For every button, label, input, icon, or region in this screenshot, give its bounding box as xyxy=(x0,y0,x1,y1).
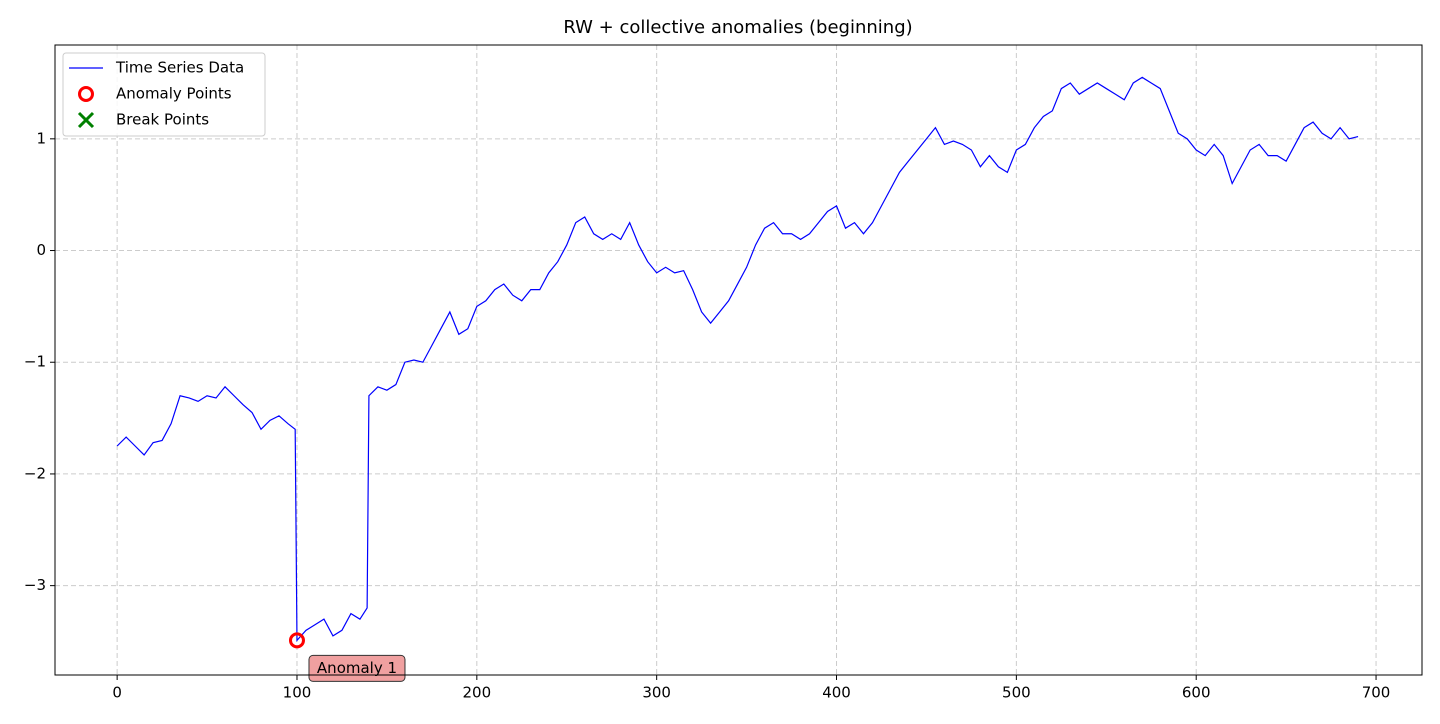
plot-frame xyxy=(54,44,1423,676)
legend-label: Anomaly Points xyxy=(116,85,232,103)
chart-title: RW + collective anomalies (beginning) xyxy=(563,17,912,38)
y-tick-label: 1 xyxy=(36,129,46,147)
y-tick-label: −2 xyxy=(24,464,46,482)
y-tick-label: −3 xyxy=(24,576,46,594)
legend-box xyxy=(62,52,266,137)
annotation: Anomaly 1 xyxy=(317,659,397,677)
y-tick-label: −1 xyxy=(24,353,46,371)
marker-x xyxy=(77,111,95,129)
x-tick-label: 0 xyxy=(112,684,122,702)
marker-circle xyxy=(288,632,305,649)
x-tick-label: 200 xyxy=(463,684,492,702)
data-line xyxy=(116,76,1359,642)
x-tick-label: 400 xyxy=(822,684,851,702)
legend-label: Time Series Data xyxy=(115,59,244,77)
x-tick-label: 700 xyxy=(1362,684,1391,702)
y-tick-label: 0 xyxy=(36,241,46,259)
x-tick-label: 500 xyxy=(1002,684,1031,702)
x-tick-label: 600 xyxy=(1182,684,1211,702)
x-tick-label: 100 xyxy=(283,684,312,702)
x-tick-label: 300 xyxy=(642,684,671,702)
legend-label: Break Points xyxy=(116,111,209,129)
marker-circle xyxy=(78,86,94,102)
